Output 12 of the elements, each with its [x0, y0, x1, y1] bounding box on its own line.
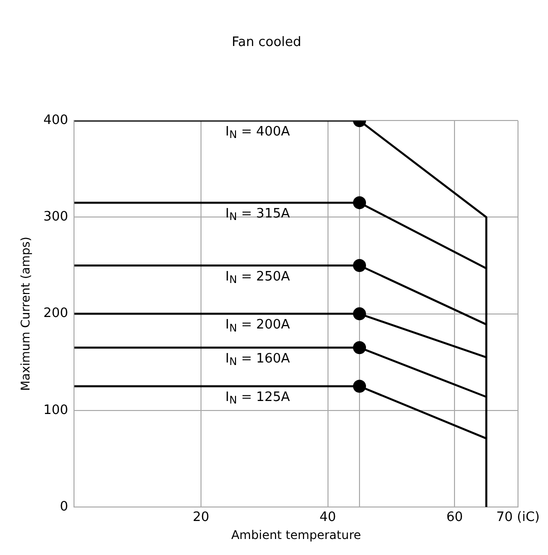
y-tick-label: 400 [43, 112, 68, 128]
x-tick-label: 60 [446, 510, 463, 526]
x-tick-label: 70 (iC) [496, 510, 540, 526]
chart-title: Fan cooled [232, 35, 302, 50]
y-tick-label: 300 [43, 210, 68, 225]
y-tick-label: 200 [43, 306, 68, 322]
x-axis-title: Ambient temperature [231, 528, 362, 542]
x-tick-label: 40 [320, 510, 336, 526]
y-tick-label: 0 [60, 499, 68, 514]
y-tick-label: 100 [43, 402, 68, 418]
y-axis-title: Maximum Current (amps) [18, 236, 32, 391]
x-tick-label: 20 [192, 510, 210, 526]
